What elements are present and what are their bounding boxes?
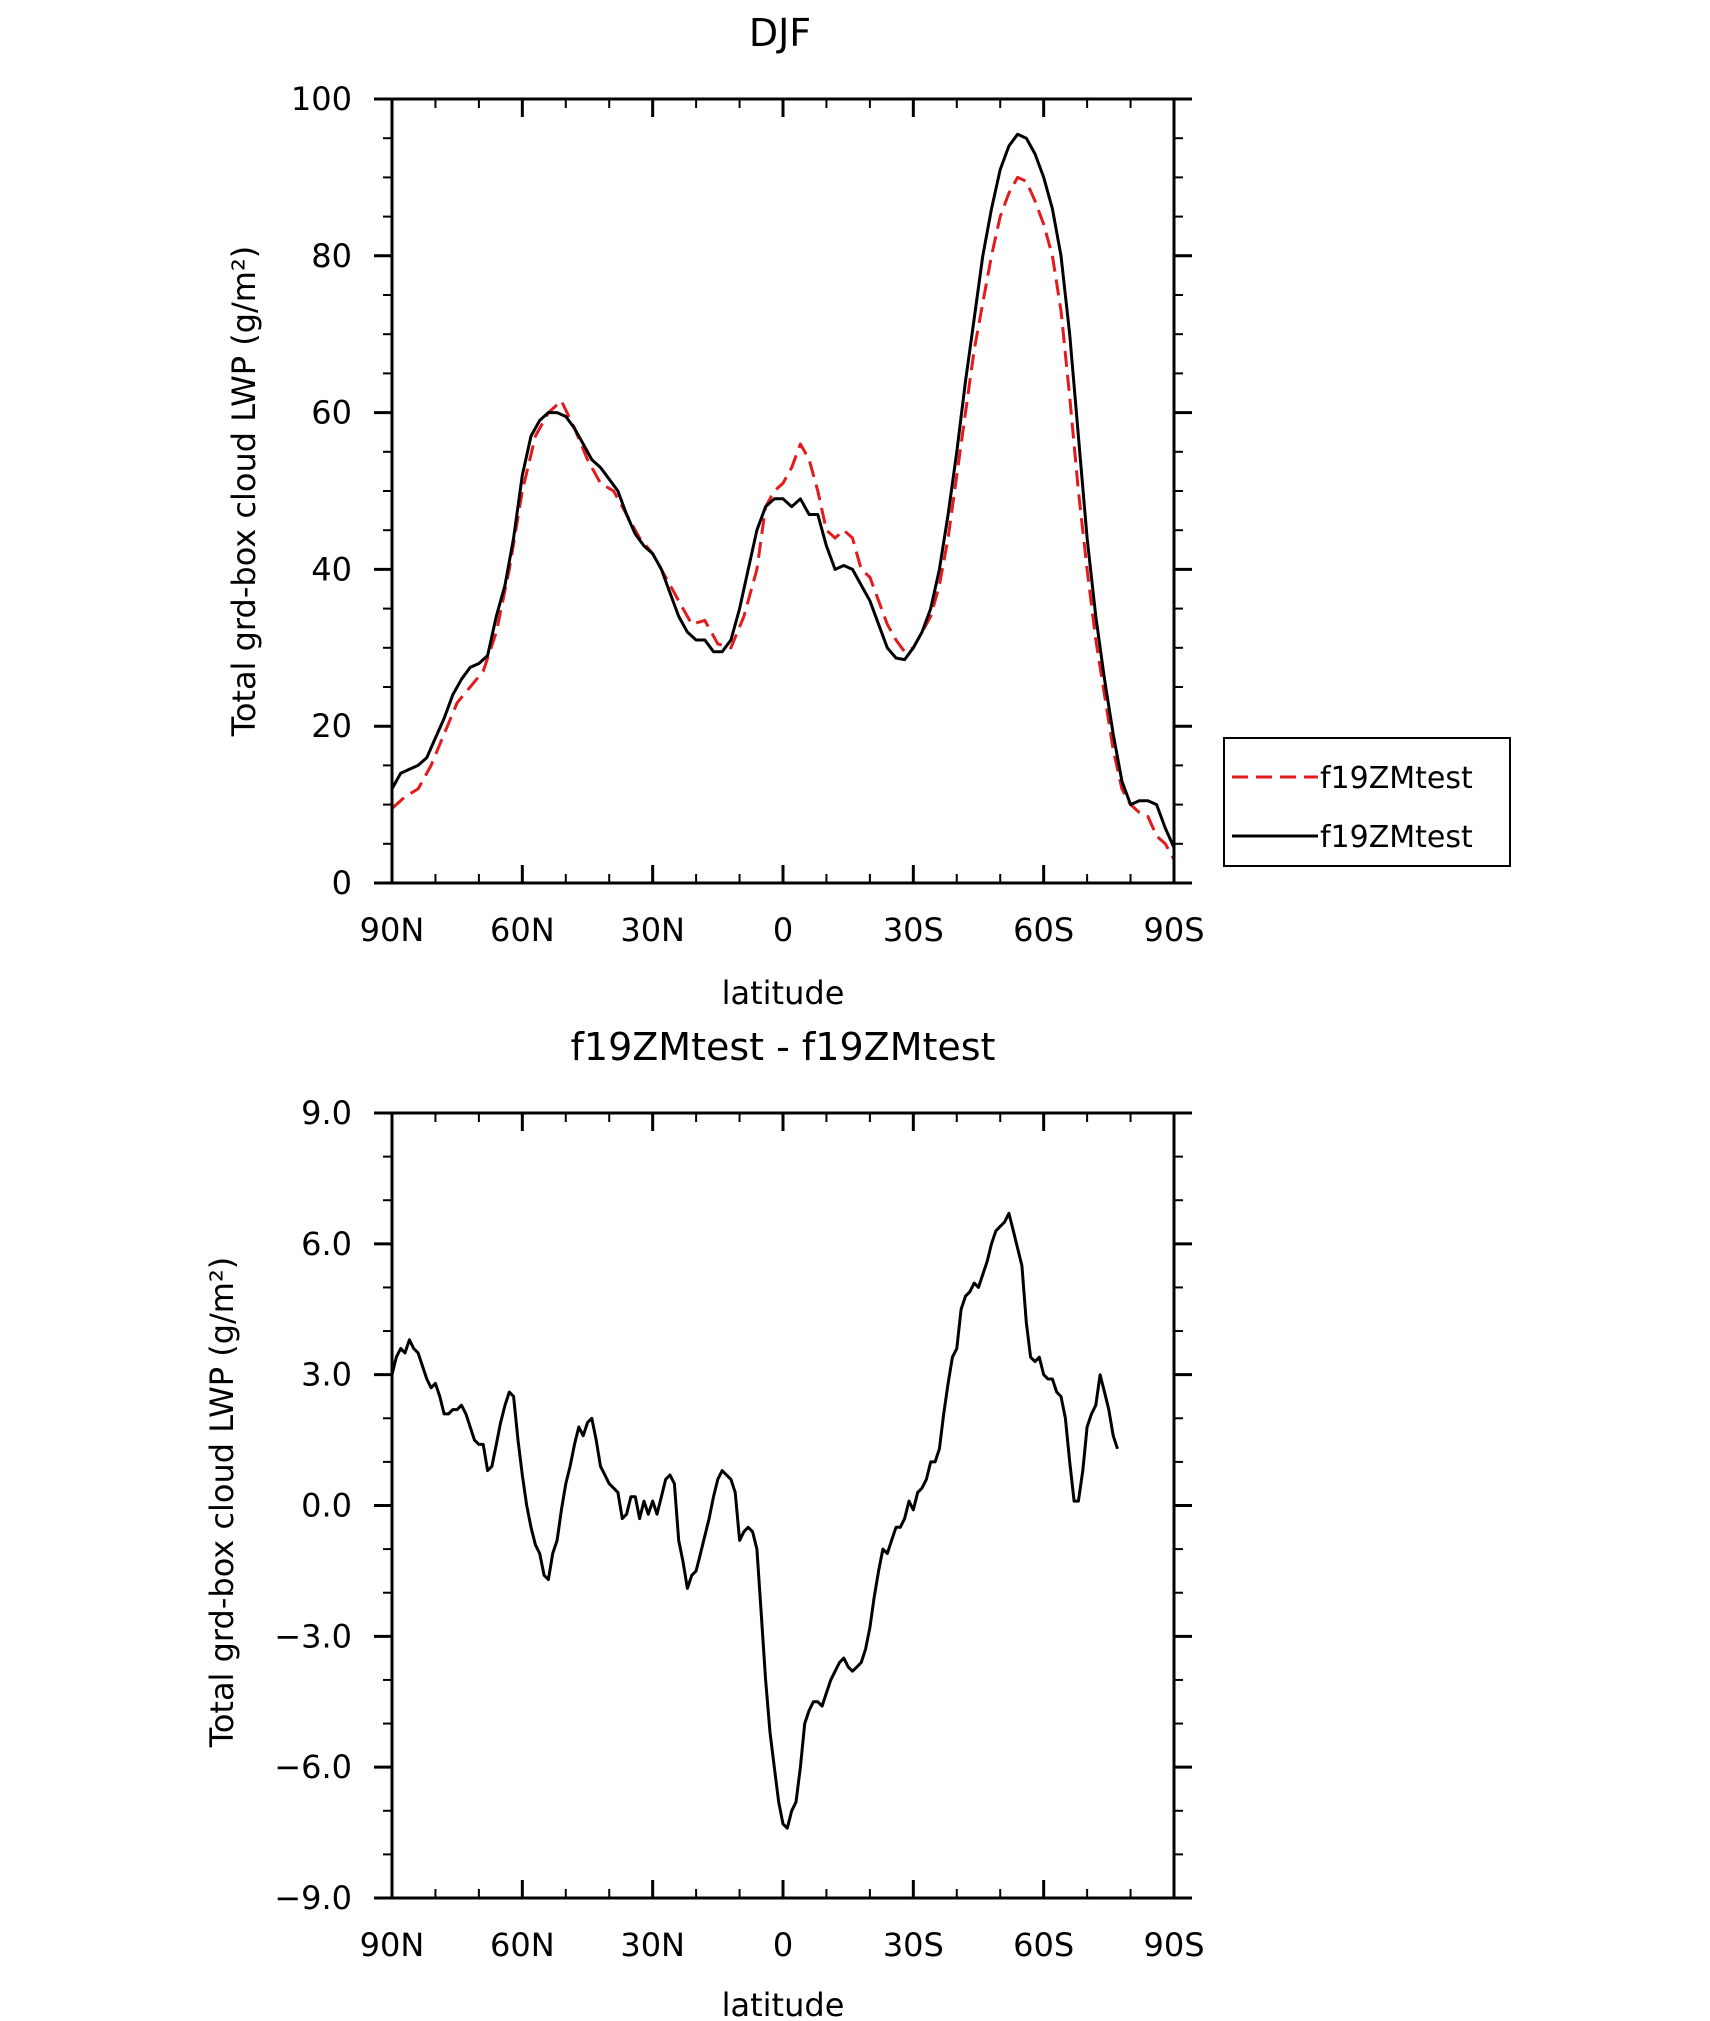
y-tick-label: 20 bbox=[311, 707, 352, 745]
bot-series-line-1 bbox=[390, 1211, 1119, 1830]
y-tick-label: 0.0 bbox=[301, 1487, 352, 1525]
y-tick-label: −9.0 bbox=[274, 1879, 352, 1917]
bottom-tick-labels: 90N 60N 30N 0 30S 60S 90S −9.0 −6.0 −3.0 0.0 3.0 6.0… bbox=[274, 1094, 1204, 1964]
bottom-plot-frame bbox=[390, 1111, 1176, 1900]
x-tick-label: 60S bbox=[1013, 1926, 1074, 1964]
bottom-title: f19ZMtest - f19ZMtest bbox=[571, 1025, 996, 1069]
x-tick-label: 30N bbox=[620, 911, 685, 949]
bottom-ticks bbox=[374, 1111, 1192, 1900]
top-ticks bbox=[374, 97, 1192, 885]
x-tick-label: 90N bbox=[360, 1926, 425, 1964]
top-series bbox=[390, 132, 1176, 861]
x-tick-label: 60N bbox=[490, 1926, 555, 1964]
x-tick-label: 60N bbox=[490, 911, 555, 949]
y-tick-label: 9.0 bbox=[301, 1094, 352, 1132]
top-plot-frame bbox=[390, 97, 1176, 885]
bottom-series bbox=[390, 1211, 1119, 1830]
legend-box bbox=[1223, 737, 1511, 867]
legend-label-1: f19ZMtest bbox=[1320, 761, 1473, 796]
y-tick-label: 0 bbox=[332, 864, 352, 902]
legend: f19ZMtest f19ZMtest bbox=[1223, 737, 1511, 867]
top-panel: DJF 90N 60N 30N 0 30S 60S 90S 0 20 40 60 80 100 lati… bbox=[225, 11, 1511, 1012]
top-title: DJF bbox=[749, 11, 811, 55]
top-series-line-2 bbox=[390, 132, 1176, 849]
y-tick-label: 100 bbox=[291, 80, 352, 118]
y-tick-label: 40 bbox=[311, 550, 352, 588]
y-tick-label: 6.0 bbox=[301, 1225, 352, 1263]
top-x-axis-label: latitude bbox=[722, 974, 845, 1012]
x-tick-label: 90S bbox=[1143, 1926, 1204, 1964]
y-tick-label: 80 bbox=[311, 237, 352, 275]
top-tick-labels: 90N 60N 30N 0 30S 60S 90S 0 20 40 60 80 100 bbox=[291, 80, 1205, 949]
bottom-x-axis-label: latitude bbox=[722, 1986, 845, 2021]
x-tick-label: 90S bbox=[1143, 911, 1204, 949]
y-tick-label: −3.0 bbox=[274, 1617, 352, 1655]
x-tick-label: 30S bbox=[883, 911, 944, 949]
top-y-axis-label: Total grd-box cloud LWP (g/m²) bbox=[225, 246, 263, 738]
top-series-line-1 bbox=[390, 175, 1176, 861]
bottom-y-axis-label: Total grd-box cloud LWP (g/m²) bbox=[203, 1257, 241, 1749]
y-tick-label: −6.0 bbox=[274, 1748, 352, 1786]
x-tick-label: 0 bbox=[773, 911, 793, 949]
legend-label-2: f19ZMtest bbox=[1320, 820, 1473, 855]
bottom-panel: f19ZMtest - f19ZMtest 90N 60N 30N 0 30S 60S 90… bbox=[203, 1025, 1205, 2021]
x-tick-label: 90N bbox=[360, 911, 425, 949]
x-tick-label: 30S bbox=[883, 1926, 944, 1964]
x-tick-label: 30N bbox=[620, 1926, 685, 1964]
y-tick-label: 3.0 bbox=[301, 1356, 352, 1394]
x-tick-label: 60S bbox=[1013, 911, 1074, 949]
y-tick-label: 60 bbox=[311, 394, 352, 432]
x-tick-label: 0 bbox=[773, 1926, 793, 1964]
